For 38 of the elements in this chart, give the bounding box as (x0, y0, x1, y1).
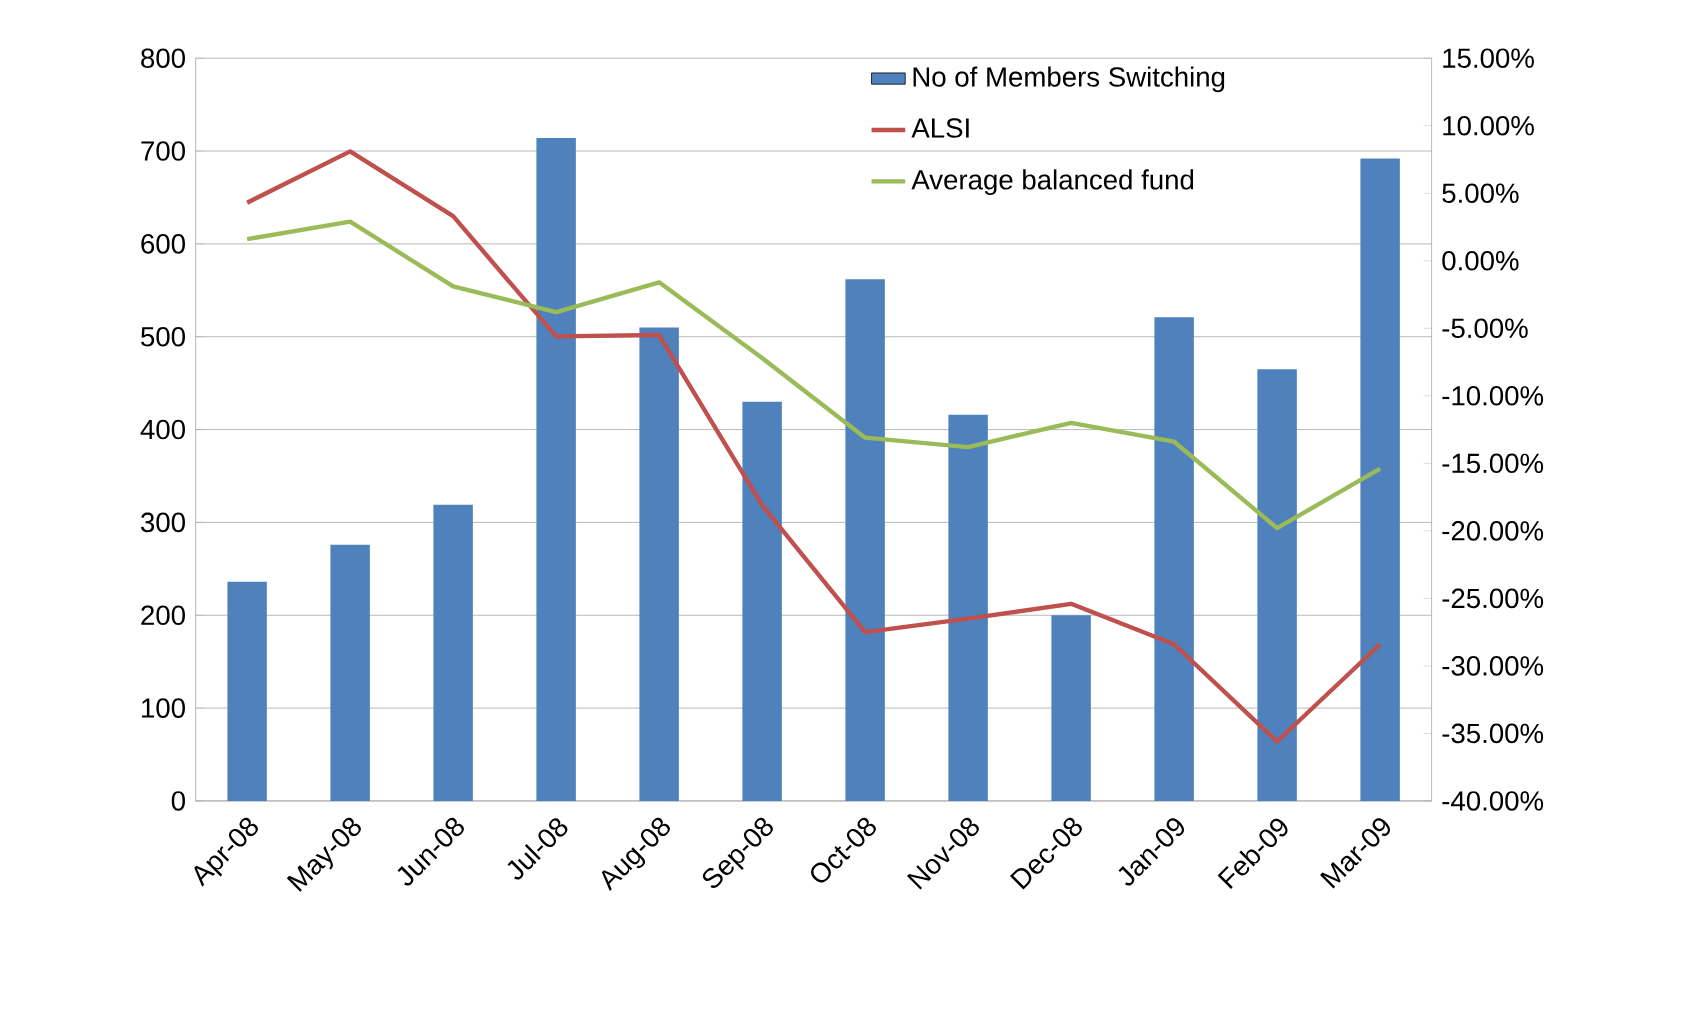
y2-tick-label: -15.00% (1442, 453, 1544, 474)
y2-tick-label: -30.00% (1442, 656, 1544, 676)
y-tick-label: 700 (141, 141, 185, 161)
legend-label: Average balanced fund (911, 169, 1194, 196)
y2-tick-label: 5.00% (1442, 183, 1519, 204)
bar (1360, 158, 1400, 802)
y2-tick-label: 15.00% (1443, 48, 1534, 69)
y2-tick-label: 0.00% (1442, 251, 1519, 271)
y-tick-label: 200 (141, 605, 185, 626)
bar (330, 544, 370, 802)
y2-tick-label: -20.00% (1442, 521, 1544, 541)
legend-label: No of Members Switching (913, 66, 1225, 93)
legend-label: ALSI (911, 118, 969, 138)
bar (1051, 615, 1091, 802)
bar (227, 581, 267, 802)
bar (845, 279, 885, 802)
y2-tick-label: -25.00% (1442, 588, 1544, 609)
y2-tick-label: -40.00% (1442, 791, 1544, 811)
y2-tick-label: -10.00% (1442, 386, 1544, 406)
y-tick-label: 100 (142, 698, 185, 719)
bar (948, 414, 988, 802)
y2-tick-label: 10.00% (1443, 116, 1534, 136)
line-series (244, 149, 1383, 744)
y-tick-label: 500 (141, 327, 185, 347)
bar (536, 138, 576, 802)
y-tick-label: 400 (140, 419, 185, 440)
y-tick-label: 0 (171, 791, 185, 811)
bar (1257, 369, 1297, 802)
bar (433, 504, 473, 802)
y-tick-label: 800 (141, 48, 185, 69)
y-tick-label: 600 (141, 234, 185, 254)
bar (639, 327, 679, 802)
y2-tick-label: -35.00% (1442, 723, 1544, 744)
y-tick-label: 300 (141, 512, 185, 533)
y2-tick-label: -5.00% (1442, 318, 1528, 339)
bar (1154, 317, 1194, 802)
bar (742, 401, 782, 802)
line-series (244, 219, 1383, 531)
